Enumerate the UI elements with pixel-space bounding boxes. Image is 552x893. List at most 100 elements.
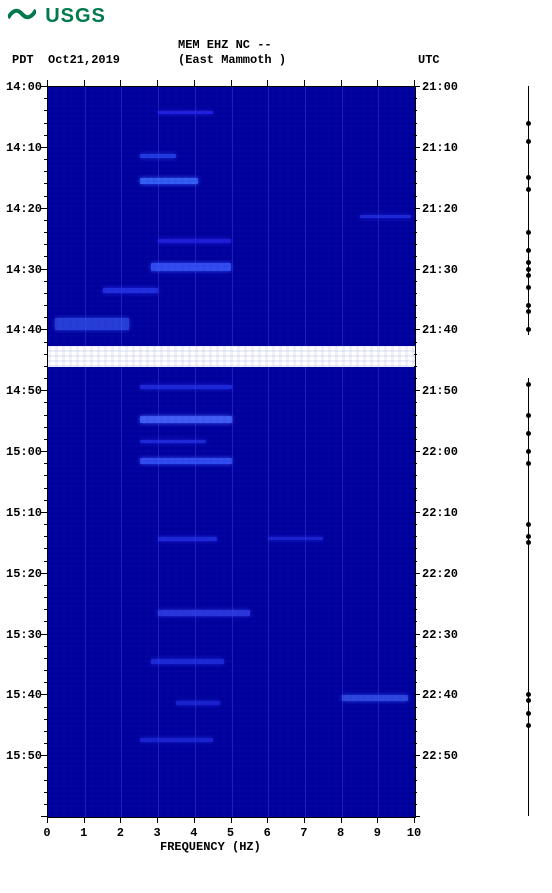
data-gap [48,346,415,367]
grid-vline [232,87,233,817]
y-tick-right [414,147,420,148]
y-tick-right [414,293,417,294]
y-tick-left [44,415,47,416]
y-right-label: 22:20 [422,567,458,581]
y-tick-left [44,488,47,489]
y-left-label: 15:50 [6,749,41,763]
y-tick-right [414,609,417,610]
spectrogram-feature [268,537,323,540]
y-tick-right [414,524,417,525]
amplitude-point [526,522,531,527]
y-tick-right [414,439,417,440]
y-tick-right [414,135,417,136]
y-left-label: 15:30 [6,628,41,642]
y-tick-right [414,816,420,817]
amplitude-point [526,285,531,290]
x-tick-label: 1 [74,826,94,840]
y-tick-left [44,366,47,367]
y-tick-right [414,658,417,659]
y-left-label: 14:30 [6,263,41,277]
y-tick-right [414,731,417,732]
amplitude-point [526,309,531,314]
x-tick [304,80,305,86]
x-tick [377,80,378,86]
x-tick [47,80,48,86]
amplitude-point [526,121,531,126]
usgs-logo-text: USGS [45,5,106,28]
amplitude-point [526,413,531,418]
y-left-label: 15:00 [6,445,41,459]
x-tick [231,817,232,823]
y-tick-right [414,682,417,683]
y-tick-left [44,220,47,221]
spectrogram-feature [158,610,250,616]
y-tick-left [44,439,47,440]
y-tick-right [414,123,417,124]
spectrogram-feature [140,154,177,158]
spectrogram-feature [151,263,232,270]
amplitude-point [526,248,531,253]
y-tick-left [44,597,47,598]
x-tick [194,817,195,823]
y-left-label: 14:40 [6,323,41,337]
x-tick-label: 4 [184,826,204,840]
y-tick-left [44,110,47,111]
y-tick-right [414,804,417,805]
y-tick-left [44,244,47,245]
y-right-label: 21:10 [422,141,458,155]
amplitude-point [526,187,531,192]
spectrogram-feature [158,239,231,243]
amplitude-point [526,698,531,703]
spectrogram-feature [140,458,232,464]
spectrogram-feature [158,537,217,541]
y-tick-left [44,719,47,720]
y-tick-right [414,548,417,549]
spectrogram-feature [158,111,213,114]
x-tick [414,817,415,823]
y-tick-right [414,183,417,184]
x-tick [84,80,85,86]
x-tick-label: 0 [37,826,57,840]
spectrogram-feature [176,701,220,705]
spectrogram-feature [140,440,206,444]
y-tick-right [414,220,417,221]
y-tick-right [414,196,417,197]
y-left-label: 15:20 [6,567,41,581]
usgs-swoosh-icon [8,4,36,28]
amplitude-point [526,711,531,716]
y-tick-right [414,621,417,622]
y-right-label: 22:30 [422,628,458,642]
amplitude-point [526,382,531,387]
x-tick [120,817,121,823]
y-tick-right [414,281,417,282]
amplitude-strip [528,378,529,816]
y-tick-left [44,293,47,294]
spectrogram-feature [103,288,158,293]
y-tick-right [414,110,417,111]
grid-vline [378,87,379,817]
y-tick-right [414,378,417,379]
x-tick [267,817,268,823]
x-tick [120,80,121,86]
y-tick-left [44,402,47,403]
y-tick-right [414,342,417,343]
y-left-label: 14:50 [6,384,41,398]
y-tick-right [414,402,417,403]
spectrogram-plot [47,86,416,818]
y-tick-right [414,159,417,160]
y-tick-right [414,597,417,598]
y-tick-left [44,281,47,282]
y-tick-left [41,816,47,817]
y-tick-right [414,743,417,744]
x-tick-label: 3 [147,826,167,840]
x-tick [231,80,232,86]
x-tick-label: 9 [367,826,387,840]
x-tick [267,80,268,86]
y-tick-right [414,329,420,330]
x-tick [341,817,342,823]
y-tick-left [44,232,47,233]
amplitude-point [526,461,531,466]
grid-vline [305,87,306,817]
x-tick-label: 8 [331,826,351,840]
grid-vline [195,87,196,817]
